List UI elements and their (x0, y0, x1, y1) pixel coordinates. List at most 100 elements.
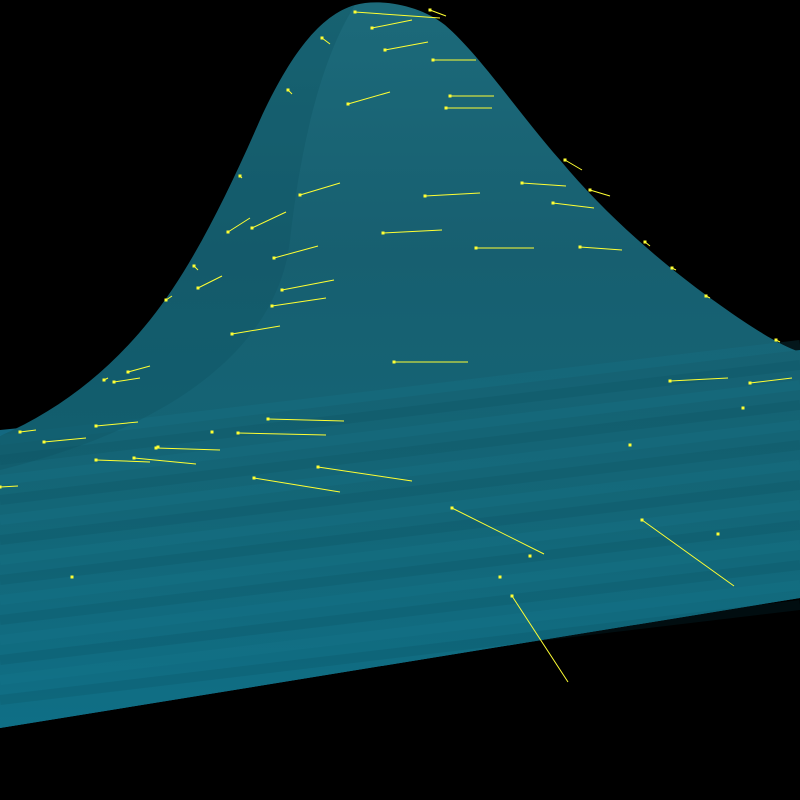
vector-arrow (113, 377, 141, 383)
vector-origin-marker (578, 245, 582, 249)
vector-origin-marker (748, 381, 752, 385)
vector-origin-marker (474, 246, 478, 250)
vector-arrow (384, 41, 429, 51)
vector-arrow (127, 365, 151, 373)
vector-origin-marker (428, 8, 432, 12)
vector-point (741, 406, 745, 410)
vector-arrow (231, 325, 281, 335)
vector-arrow (371, 19, 413, 29)
vector-origin-marker (588, 188, 592, 192)
vector-origin-marker (774, 338, 778, 342)
vector-arrow (511, 595, 569, 683)
vector-origin-marker (704, 294, 708, 298)
vector-arrow (197, 275, 223, 289)
vector-origin-marker (510, 594, 514, 598)
vector-arrow (155, 447, 221, 451)
vector-origin-marker (383, 48, 387, 52)
vector-arrow (521, 182, 567, 187)
vector-arrow (227, 217, 251, 233)
vector-arrow (552, 202, 595, 209)
vector-origin-marker (392, 360, 396, 364)
vector-origin-marker (126, 370, 130, 374)
vector-origin-marker (94, 458, 98, 462)
vector-origin-marker (444, 106, 448, 110)
shading-band (0, 580, 800, 685)
vector-arrow (95, 459, 151, 463)
shading-band (0, 520, 800, 625)
vector-origin-marker (381, 231, 385, 235)
shading-band (0, 340, 800, 445)
vector-point (628, 443, 632, 447)
vector-arrow (669, 377, 729, 382)
vector-origin-marker (316, 465, 320, 469)
shading-band (0, 380, 800, 485)
vector-point (498, 575, 502, 579)
surface-left-flank-shade (0, 5, 355, 470)
vector-point (528, 554, 532, 558)
vector-origin-marker (448, 94, 452, 98)
vector-point (210, 430, 214, 434)
vector-origin-marker (563, 158, 567, 162)
vector-arrow (271, 297, 327, 307)
vector-origin-marker (230, 332, 234, 336)
vector-origin-marker (298, 193, 302, 197)
vector-arrow (564, 159, 583, 171)
shading-band (0, 480, 800, 585)
vector-origin-marker (272, 256, 276, 260)
vector-arrow (133, 457, 197, 465)
vector-arrow (19, 429, 37, 433)
vector-origin-marker (266, 417, 270, 421)
vector-arrow (253, 477, 341, 493)
shading-band (0, 560, 800, 665)
vector-origin-marker (102, 378, 106, 382)
vector-origin-marker (668, 379, 672, 383)
vector-origin-marker (42, 440, 46, 444)
vector-origin-marker (423, 194, 427, 198)
vector-field (0, 8, 793, 683)
vector-arrow (273, 245, 319, 259)
shading-band (0, 460, 800, 565)
vector-arrow (237, 432, 327, 436)
vector-origin-marker (132, 456, 136, 460)
vector-origin-marker (431, 58, 435, 62)
vector-origin-marker (670, 266, 674, 270)
vector-point (716, 532, 720, 536)
vector-origin-marker (551, 201, 555, 205)
vector-arrow (424, 192, 481, 197)
vector-origin-marker (238, 174, 242, 178)
vector-origin-marker (520, 181, 524, 185)
shading-band (0, 600, 800, 705)
vector-origin-marker (154, 446, 158, 450)
vector-arrow (749, 377, 793, 384)
vector-origin-marker (0, 485, 2, 489)
vector-arrow (267, 418, 345, 422)
vector-origin-marker (280, 288, 284, 292)
vector-origin-marker (286, 88, 290, 92)
shading-band (0, 440, 800, 545)
vector-origin-marker (164, 298, 168, 302)
shading-band (0, 500, 800, 605)
vector-arrow (281, 279, 335, 291)
vector-point (70, 575, 74, 579)
vector-origin-marker (640, 518, 644, 522)
shading-band (0, 420, 800, 525)
vector-origin-marker (226, 230, 230, 234)
vector-arrow (641, 519, 735, 587)
vector-arrow (589, 189, 611, 197)
shading-band (0, 360, 800, 465)
vector-arrow (0, 485, 19, 488)
vector-origin-marker (192, 264, 196, 268)
vector-origin-marker (18, 430, 22, 434)
surface-shading-bands (0, 340, 800, 705)
vector-arrow (347, 91, 391, 105)
vector-arrow (429, 9, 447, 17)
vector-origin-marker (270, 304, 274, 308)
vector-origin-marker (252, 476, 256, 480)
vector-arrow (317, 466, 413, 482)
vector-origin-marker (643, 240, 647, 244)
vector-arrow (95, 421, 139, 427)
vector-arrow (251, 211, 287, 229)
vector-arrow (382, 229, 443, 234)
